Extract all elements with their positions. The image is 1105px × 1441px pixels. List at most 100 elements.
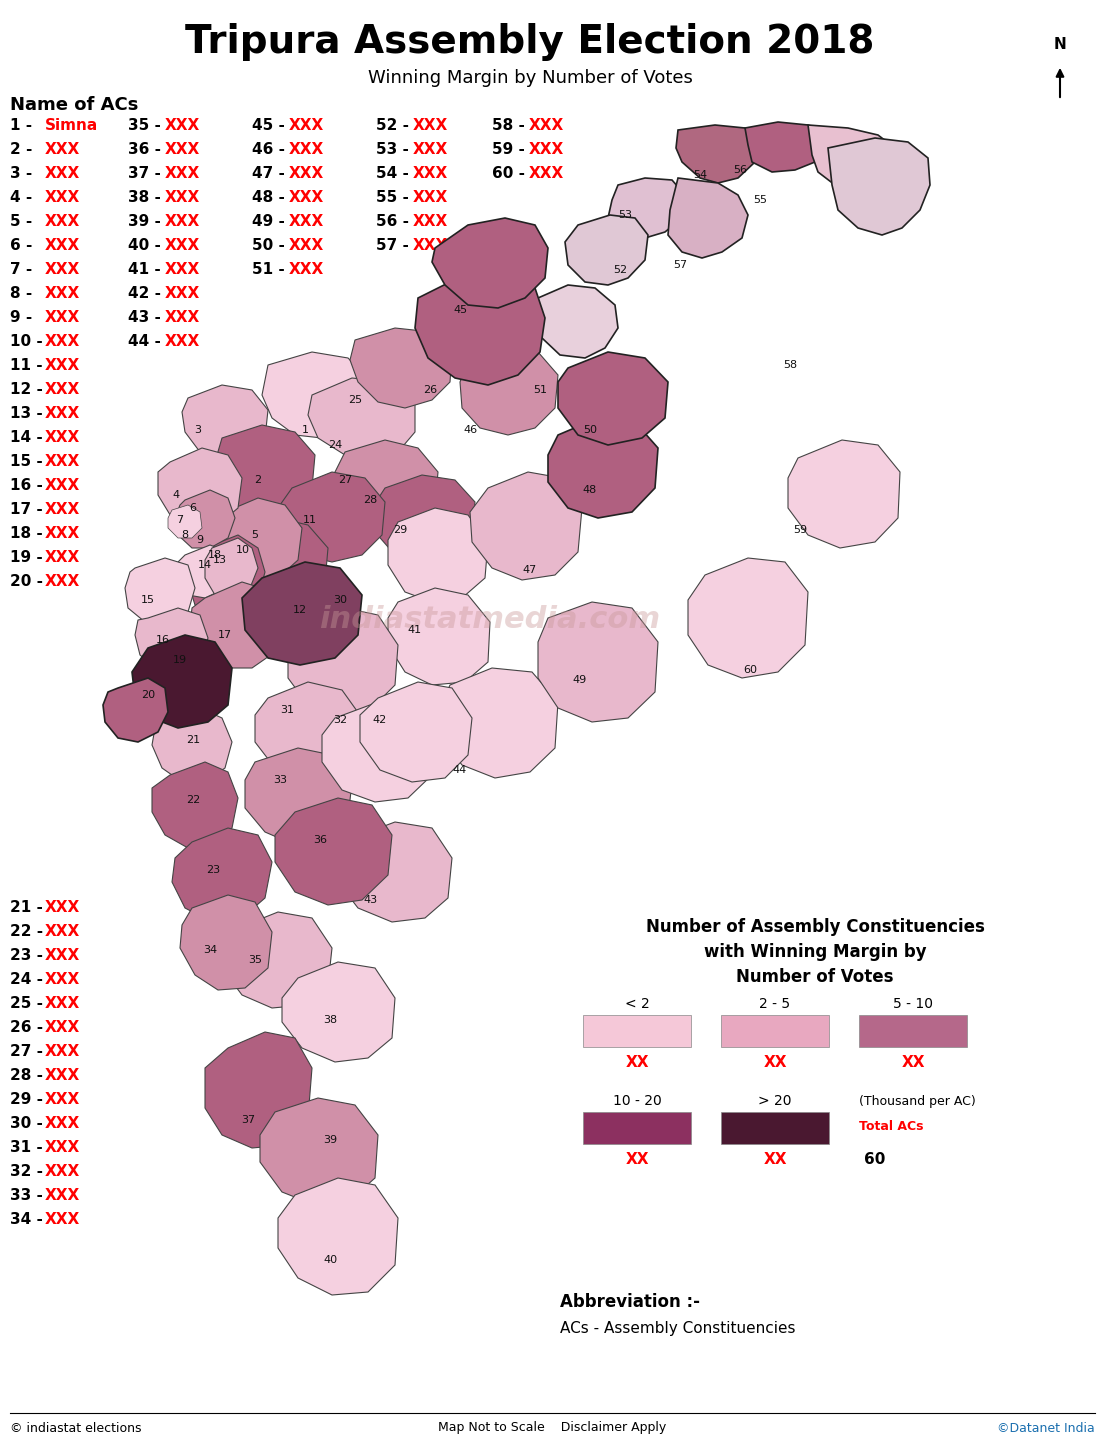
Text: XXX: XXX: [290, 215, 324, 229]
Polygon shape: [558, 352, 669, 445]
Text: 15: 15: [141, 595, 155, 605]
Polygon shape: [415, 275, 545, 385]
Text: 49: 49: [572, 674, 587, 684]
Text: 25 -: 25 -: [10, 996, 43, 1012]
Polygon shape: [172, 829, 272, 922]
Text: 5: 5: [252, 530, 259, 540]
Text: XXX: XXX: [290, 143, 324, 157]
Text: Winning Margin by Number of Votes: Winning Margin by Number of Votes: [368, 69, 693, 86]
Polygon shape: [152, 762, 238, 847]
Text: 48 -: 48 -: [252, 190, 285, 205]
Polygon shape: [206, 1032, 312, 1148]
Polygon shape: [180, 895, 272, 990]
Text: Tripura Assembly Election 2018: Tripura Assembly Election 2018: [186, 23, 875, 61]
Polygon shape: [152, 708, 232, 782]
Text: 38: 38: [323, 1014, 337, 1025]
Polygon shape: [222, 912, 332, 1009]
Text: Number of Assembly Constituencies
with Winning Margin by
Number of Votes: Number of Assembly Constituencies with W…: [645, 918, 985, 986]
Text: 9 -: 9 -: [10, 310, 32, 326]
Text: XXX: XXX: [290, 262, 324, 277]
Text: XXX: XXX: [45, 310, 81, 326]
Text: 3: 3: [194, 425, 201, 435]
Polygon shape: [372, 476, 475, 562]
Text: 20: 20: [141, 690, 155, 700]
Text: 23 -: 23 -: [10, 948, 43, 963]
Text: 35 -: 35 -: [128, 118, 161, 133]
Text: 60 -: 60 -: [492, 166, 525, 182]
Text: 12 -: 12 -: [10, 382, 43, 398]
Polygon shape: [131, 635, 232, 728]
Text: 56: 56: [733, 166, 747, 174]
Text: 25: 25: [348, 395, 362, 405]
Text: 42: 42: [372, 715, 387, 725]
Bar: [583, 1112, 691, 1144]
Text: ACs - Assembly Constituencies: ACs - Assembly Constituencies: [560, 1321, 796, 1336]
Text: 29 -: 29 -: [10, 1092, 43, 1107]
Text: XXX: XXX: [45, 429, 81, 445]
Polygon shape: [190, 582, 282, 669]
Text: 12: 12: [293, 605, 307, 615]
Text: 43 -: 43 -: [128, 310, 161, 326]
Text: 31 -: 31 -: [10, 1140, 43, 1156]
Text: 5 - 10: 5 - 10: [893, 997, 933, 1012]
Text: 23: 23: [206, 865, 220, 875]
Text: 34 -: 34 -: [10, 1212, 43, 1226]
Text: 28: 28: [362, 496, 377, 504]
Text: 47 -: 47 -: [252, 166, 285, 182]
Text: 51: 51: [533, 385, 547, 395]
Text: XXX: XXX: [290, 238, 324, 254]
Text: XXX: XXX: [413, 190, 449, 205]
Polygon shape: [175, 490, 235, 548]
Text: 52: 52: [613, 265, 627, 275]
Text: XX: XX: [764, 1055, 787, 1071]
Text: 11 -: 11 -: [10, 357, 43, 373]
Polygon shape: [125, 558, 194, 625]
Text: 57 -: 57 -: [376, 238, 409, 254]
Text: XXX: XXX: [45, 1115, 81, 1131]
Text: XXX: XXX: [45, 550, 81, 565]
Text: XX: XX: [625, 1151, 649, 1167]
Text: 21 -: 21 -: [10, 901, 43, 915]
Polygon shape: [745, 122, 828, 171]
Text: XXX: XXX: [165, 262, 200, 277]
Polygon shape: [208, 499, 302, 582]
Text: 35: 35: [248, 955, 262, 965]
Bar: [720, 1014, 829, 1048]
Text: 59 -: 59 -: [492, 143, 525, 157]
Polygon shape: [350, 329, 452, 408]
Text: 37: 37: [241, 1115, 255, 1125]
Text: XXX: XXX: [45, 190, 81, 205]
Text: 50 -: 50 -: [252, 238, 285, 254]
Text: 13 -: 13 -: [10, 406, 43, 421]
Text: Map Not to Scale    Disclaimer Apply: Map Not to Scale Disclaimer Apply: [438, 1421, 666, 1434]
Text: 60: 60: [743, 664, 757, 674]
Text: 27 -: 27 -: [10, 1043, 43, 1059]
Polygon shape: [565, 215, 648, 285]
Text: XXX: XXX: [45, 574, 81, 589]
Text: XXX: XXX: [45, 1092, 81, 1107]
Text: 30 -: 30 -: [10, 1115, 43, 1131]
Text: 44: 44: [453, 765, 467, 775]
Polygon shape: [215, 425, 315, 514]
Text: XXX: XXX: [413, 166, 449, 182]
Text: 57: 57: [673, 259, 687, 269]
Text: XXX: XXX: [45, 901, 81, 915]
Polygon shape: [225, 517, 328, 608]
Text: 11: 11: [303, 514, 317, 525]
Text: XXX: XXX: [413, 143, 449, 157]
Text: Abbreviation :-: Abbreviation :-: [560, 1293, 699, 1311]
Polygon shape: [278, 1177, 398, 1295]
Text: 3 -: 3 -: [10, 166, 32, 182]
Text: 37 -: 37 -: [128, 166, 161, 182]
Bar: [720, 1112, 829, 1144]
Polygon shape: [360, 682, 472, 782]
Text: 10: 10: [236, 545, 250, 555]
Polygon shape: [322, 702, 435, 803]
Text: 5 -: 5 -: [10, 215, 32, 229]
Polygon shape: [245, 748, 352, 844]
Text: XX: XX: [764, 1151, 787, 1167]
Text: 6: 6: [189, 503, 197, 513]
Text: 32 -: 32 -: [10, 1164, 43, 1179]
Text: XXX: XXX: [45, 406, 81, 421]
Text: XXX: XXX: [165, 143, 200, 157]
